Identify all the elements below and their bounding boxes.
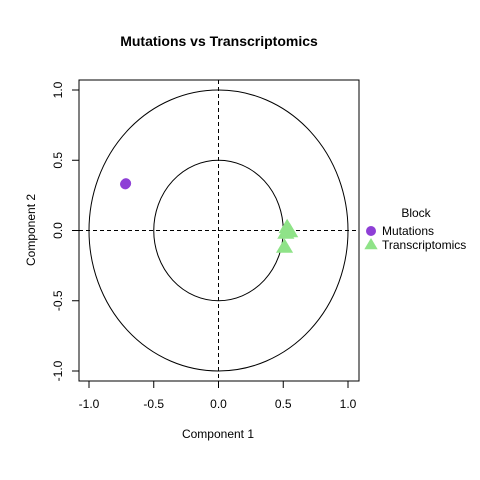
x-tick-label-0: -1.0 bbox=[79, 397, 100, 411]
y-tick-label-1: -0.5 bbox=[51, 290, 65, 311]
x-tick-label-1: -0.5 bbox=[143, 397, 164, 411]
legend-title: Block bbox=[401, 206, 431, 220]
x-tick-label-2: 0.0 bbox=[210, 397, 227, 411]
y-tick-label-0: -1.0 bbox=[51, 360, 65, 381]
legend-label-mutations: Mutations bbox=[382, 224, 434, 238]
x-tick-label-3: 0.5 bbox=[275, 397, 292, 411]
legend-swatch-mutations bbox=[366, 226, 376, 236]
y-tick-label-2: 0.0 bbox=[51, 222, 65, 239]
y-tick-label-3: 0.5 bbox=[51, 152, 65, 169]
legend-label-transcriptomics: Transcriptomics bbox=[382, 238, 466, 252]
x-axis-label: Component 1 bbox=[182, 427, 254, 441]
y-axis-label: Component 2 bbox=[24, 194, 38, 266]
x-tick-label-4: 1.0 bbox=[340, 397, 357, 411]
data-point-mutations-1 bbox=[121, 178, 131, 188]
y-tick-label-4: 1.0 bbox=[51, 81, 65, 98]
chart-title: Mutations vs Transcriptomics bbox=[120, 33, 318, 49]
